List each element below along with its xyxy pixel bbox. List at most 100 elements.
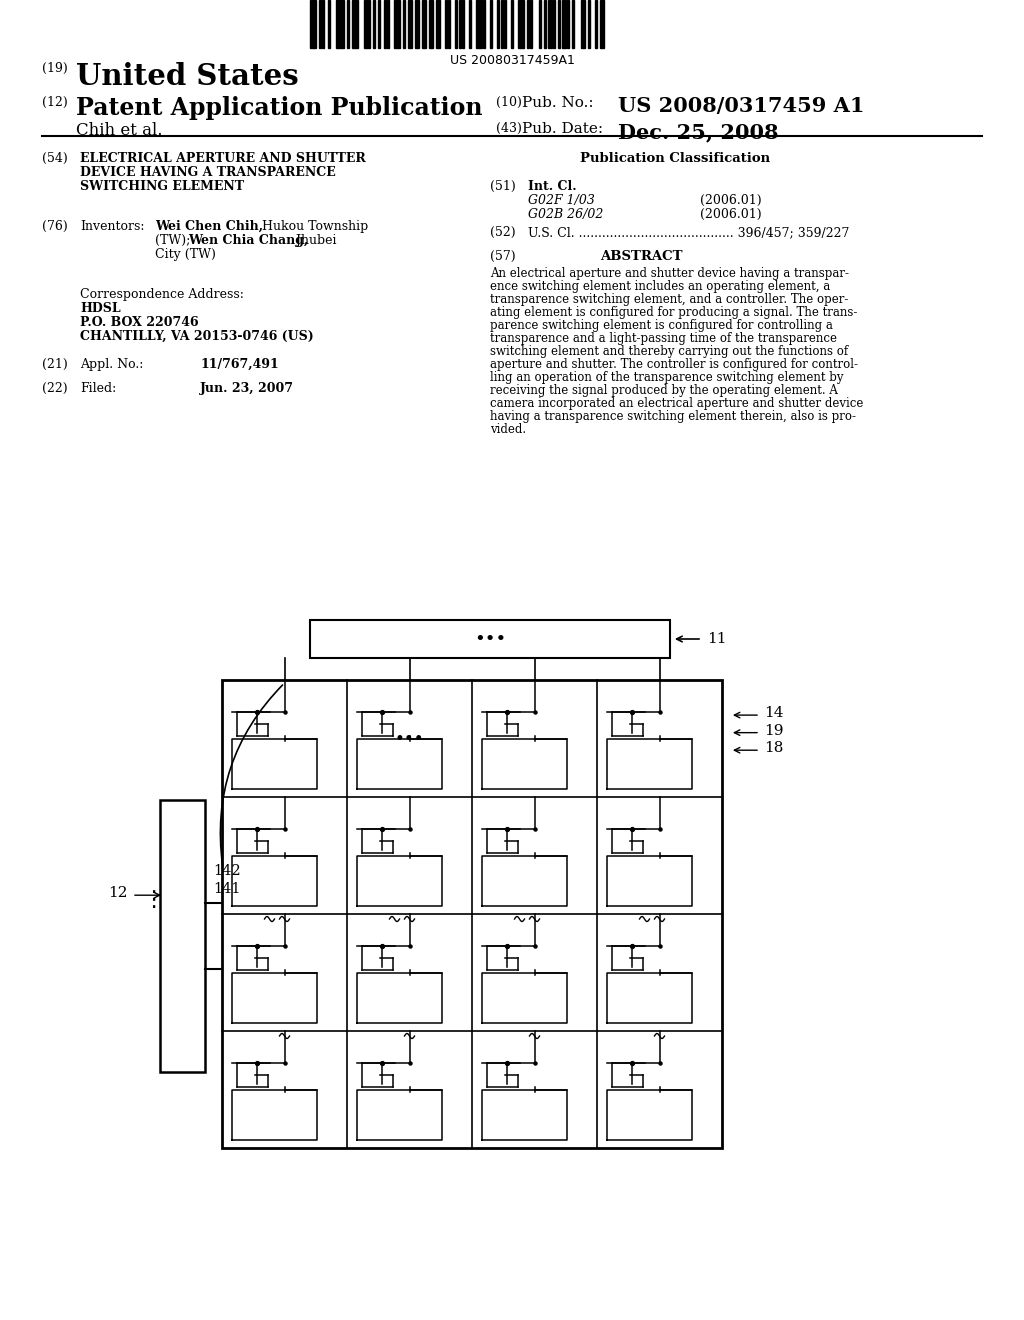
Text: 19: 19 — [764, 723, 783, 738]
Bar — [518, 0, 520, 48]
Text: ence switching element includes an operating element, a: ence switching element includes an opera… — [490, 280, 830, 293]
Text: 141: 141 — [213, 882, 241, 896]
Bar — [584, 0, 585, 48]
Text: Patent Application Publication: Patent Application Publication — [76, 96, 482, 120]
Text: 14: 14 — [764, 706, 783, 721]
Text: (19): (19) — [42, 62, 68, 75]
Text: 142: 142 — [213, 865, 241, 878]
Text: ating element is configured for producing a signal. The trans-: ating element is configured for producin… — [490, 306, 857, 319]
Text: (57): (57) — [490, 249, 516, 263]
Bar — [310, 0, 313, 48]
Text: Jun. 23, 2007: Jun. 23, 2007 — [200, 381, 294, 395]
Text: An electrical aperture and shutter device having a transpar-: An electrical aperture and shutter devic… — [490, 267, 849, 280]
Bar — [482, 0, 484, 48]
Text: 18: 18 — [764, 742, 783, 755]
Bar — [502, 0, 504, 48]
Bar — [329, 0, 331, 48]
Text: Jhubei: Jhubei — [292, 234, 337, 247]
Bar — [160, 800, 205, 1072]
Bar — [436, 0, 439, 48]
Bar — [455, 0, 457, 48]
Text: (52): (52) — [490, 226, 516, 239]
Bar — [527, 0, 529, 48]
Bar — [447, 0, 450, 48]
Text: transparence switching element, and a controller. The oper-: transparence switching element, and a co… — [490, 293, 848, 306]
Bar — [418, 0, 419, 48]
Bar — [384, 0, 386, 48]
Bar — [310, 620, 670, 657]
Text: (43): (43) — [496, 121, 522, 135]
Text: Pub. No.:: Pub. No.: — [522, 96, 594, 110]
Text: SWITCHING ELEMENT: SWITCHING ELEMENT — [80, 180, 244, 193]
Bar — [342, 0, 344, 48]
Text: Wen Chia Chang,: Wen Chia Chang, — [188, 234, 308, 247]
Bar — [387, 0, 389, 48]
Bar — [489, 0, 492, 48]
Bar — [394, 0, 397, 48]
Text: switching element and thereby carrying out the functions of: switching element and thereby carrying o… — [490, 345, 848, 358]
Text: (76): (76) — [42, 220, 68, 234]
Bar — [476, 0, 478, 48]
Bar — [431, 0, 433, 48]
Text: (12): (12) — [42, 96, 68, 110]
Text: Dec. 25, 2008: Dec. 25, 2008 — [618, 121, 778, 143]
Text: U.S. Cl. ........................................ 396/457; 359/227: U.S. Cl. ...............................… — [528, 226, 849, 239]
Bar — [497, 0, 499, 48]
Text: (2006.01): (2006.01) — [700, 194, 762, 207]
Text: transparence and a light-passing time of the transparence: transparence and a light-passing time of… — [490, 333, 837, 345]
Bar — [529, 0, 531, 48]
Bar — [373, 0, 375, 48]
Bar — [511, 0, 513, 48]
Text: ling an operation of the transparence switching element by: ling an operation of the transparence sw… — [490, 371, 844, 384]
Bar — [571, 0, 573, 48]
Text: 12: 12 — [109, 886, 128, 900]
Text: G02F 1/03: G02F 1/03 — [528, 194, 595, 207]
Bar — [409, 0, 412, 48]
Text: Appl. No.:: Appl. No.: — [80, 358, 143, 371]
Bar — [566, 0, 568, 48]
Text: Chih et al.: Chih et al. — [76, 121, 163, 139]
Bar — [319, 0, 322, 48]
Text: US 2008/0317459 A1: US 2008/0317459 A1 — [618, 96, 864, 116]
Text: CHANTILLY, VA 20153-0746 (US): CHANTILLY, VA 20153-0746 (US) — [80, 330, 313, 343]
Bar — [602, 0, 604, 48]
Text: ⋮: ⋮ — [142, 890, 165, 909]
Text: (21): (21) — [42, 358, 68, 371]
Text: camera incorporated an electrical aperture and shutter device: camera incorporated an electrical apertu… — [490, 397, 863, 411]
Text: (2006.01): (2006.01) — [700, 209, 762, 220]
Bar — [478, 0, 482, 48]
Text: HDSL: HDSL — [80, 302, 121, 315]
Bar — [314, 0, 316, 48]
Bar — [356, 0, 358, 48]
Bar — [549, 0, 552, 48]
Text: •••: ••• — [474, 630, 506, 648]
Bar — [378, 0, 380, 48]
Text: G02B 26/02: G02B 26/02 — [528, 209, 603, 220]
Bar — [469, 0, 471, 48]
Bar — [445, 0, 447, 48]
Text: ELECTRICAL APERTURE AND SHUTTER: ELECTRICAL APERTURE AND SHUTTER — [80, 152, 366, 165]
Bar — [429, 0, 431, 48]
Bar — [322, 0, 324, 48]
Text: Filed:: Filed: — [80, 381, 117, 395]
Bar — [562, 0, 566, 48]
Text: vided.: vided. — [490, 422, 526, 436]
Bar — [520, 0, 524, 48]
Text: Inventors:: Inventors: — [80, 220, 144, 234]
Bar — [367, 0, 370, 48]
Bar — [403, 0, 406, 48]
Text: P.O. BOX 220746: P.O. BOX 220746 — [80, 315, 199, 329]
Bar — [422, 0, 426, 48]
Text: US 20080317459A1: US 20080317459A1 — [450, 54, 574, 67]
Text: ABSTRACT: ABSTRACT — [600, 249, 683, 263]
Text: Pub. Date:: Pub. Date: — [522, 121, 603, 136]
Text: City (TW): City (TW) — [155, 248, 216, 261]
Text: 11/767,491: 11/767,491 — [200, 358, 279, 371]
Bar — [460, 0, 462, 48]
Text: having a transparence switching element therein, also is pro-: having a transparence switching element … — [490, 411, 856, 422]
Text: Publication Classification: Publication Classification — [580, 152, 770, 165]
Bar — [398, 0, 400, 48]
Bar — [415, 0, 417, 48]
Text: (54): (54) — [42, 152, 68, 165]
Text: (22): (22) — [42, 381, 68, 395]
